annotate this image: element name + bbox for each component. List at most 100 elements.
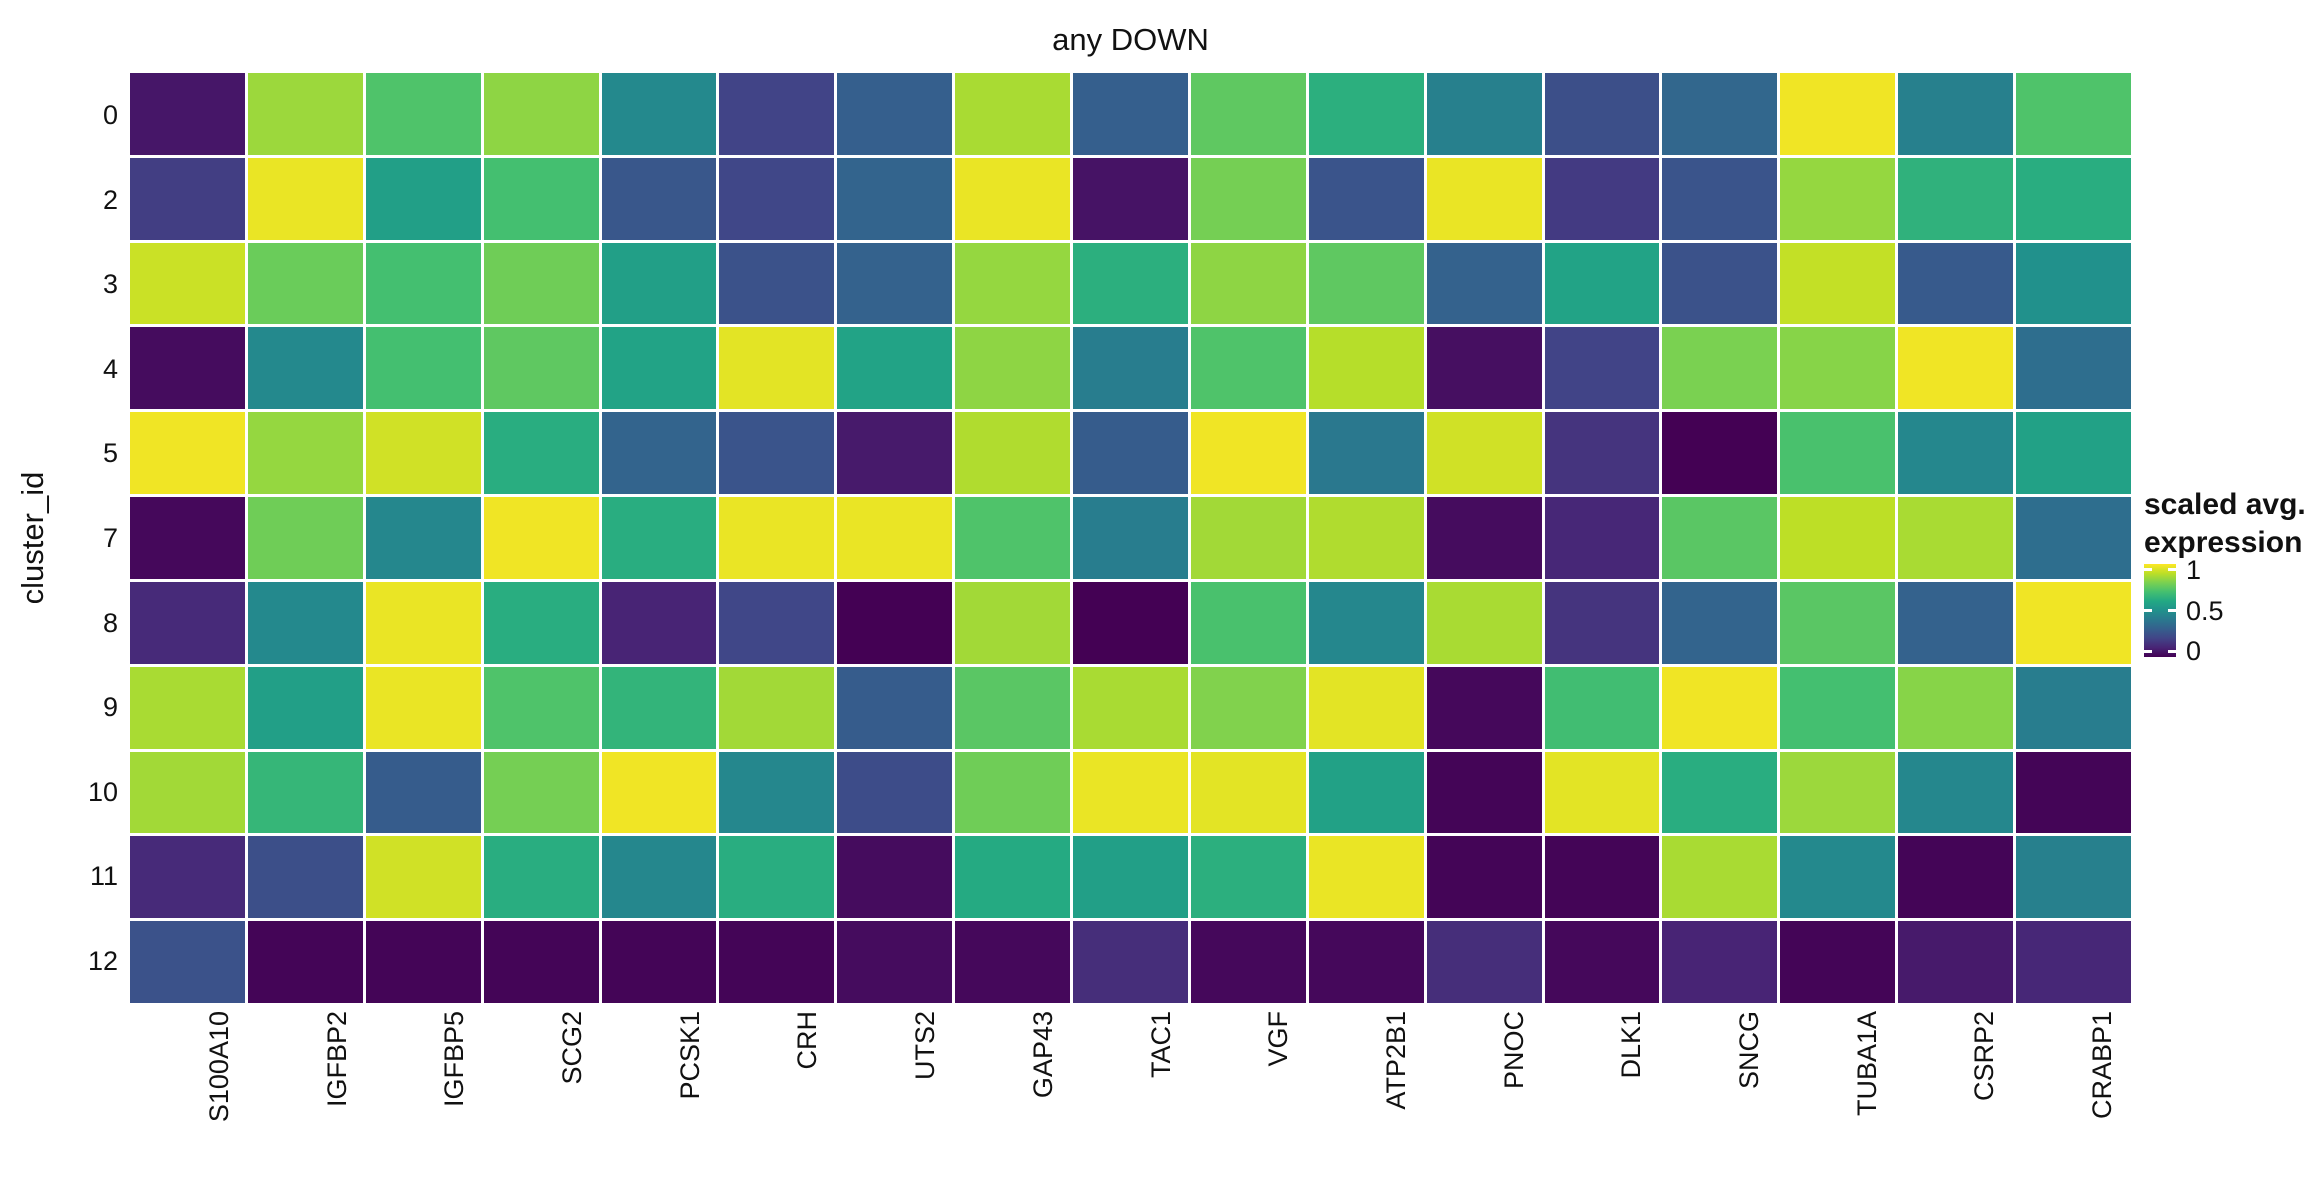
heatmap-cell-2-PNOC	[1426, 157, 1542, 240]
legend-tick-label-0.5: 0.5	[2186, 595, 2224, 626]
heatmap-cell-5-IGFBP2	[247, 412, 363, 495]
heatmap-cell-0-CSRP2	[1898, 73, 2014, 155]
y-tick-label-3: 3	[102, 269, 118, 300]
heatmap-cell-9-TAC1	[1073, 666, 1188, 749]
heatmap-cell-4-ATP2B1	[1308, 327, 1424, 410]
heatmap-cell-3-ATP2B1	[1308, 242, 1424, 325]
heatmap-cell-8-CSRP2	[1898, 581, 2014, 664]
heatmap-cell-4-S100A10	[130, 327, 245, 410]
heatmap-cell-11-ATP2B1	[1308, 836, 1424, 919]
heatmap-cell-7-UTS2	[837, 497, 953, 579]
heatmap-cell-10-PNOC	[1426, 751, 1542, 834]
x-tick-label-ATP2B1: ATP2B1	[1380, 1011, 1411, 1110]
heatmap-cell-7-S100A10	[130, 497, 245, 579]
heatmap-cell-9-IGFBP2	[247, 666, 363, 749]
heatmap-cell-3-CRH	[719, 242, 835, 325]
heatmap-cell-11-UTS2	[837, 836, 953, 919]
heatmap-cell-0-SCG2	[483, 73, 599, 155]
heatmap-cell-3-CRABP1	[2016, 242, 2131, 325]
heatmap-cell-2-TUBA1A	[1780, 157, 1896, 240]
heatmap-cell-10-IGFBP2	[247, 751, 363, 834]
heatmap-cell-0-IGFBP5	[365, 73, 481, 155]
x-tick-label-CSRP2: CSRP2	[1969, 1011, 2000, 1102]
heatmap-cell-7-GAP43	[955, 497, 1071, 579]
heatmap-cell-9-TUBA1A	[1780, 666, 1896, 749]
heatmap-cell-8-PNOC	[1426, 581, 1542, 664]
heatmap-cell-5-CRH	[719, 412, 835, 495]
heatmap-cell-4-IGFBP5	[365, 327, 481, 410]
heatmap-cell-5-IGFBP5	[365, 412, 481, 495]
heatmap-cell-3-PCSK1	[601, 242, 717, 325]
legend-tick-mark	[2144, 649, 2152, 653]
heatmap-cell-8-IGFBP5	[365, 581, 481, 664]
heatmap-cell-4-IGFBP2	[247, 327, 363, 410]
heatmap-cell-0-TUBA1A	[1780, 73, 1896, 155]
heatmap-cell-7-CSRP2	[1898, 497, 2014, 579]
heatmap-cell-5-CSRP2	[1898, 412, 2014, 495]
heatmap-cell-7-IGFBP2	[247, 497, 363, 579]
heatmap-cell-10-VGF	[1190, 751, 1306, 834]
heatmap-cell-10-S100A10	[130, 751, 245, 834]
heatmap-cell-2-VGF	[1190, 157, 1306, 240]
heatmap-cell-12-IGFBP5	[365, 921, 481, 1003]
heatmap-cell-5-CRABP1	[2016, 412, 2131, 495]
legend-tick-label-0: 0	[2186, 636, 2202, 667]
legend-tick-mark	[2168, 609, 2176, 612]
legend-tick-mark	[2168, 568, 2176, 572]
heatmap-cell-10-SCG2	[483, 751, 599, 834]
heatmap-cell-4-CSRP2	[1898, 327, 2014, 410]
heatmap-cell-4-DLK1	[1544, 327, 1660, 410]
heatmap-cell-9-SNCG	[1662, 666, 1778, 749]
heatmap-cell-2-TAC1	[1073, 157, 1188, 240]
heatmap-cell-11-DLK1	[1544, 836, 1660, 919]
heatmap-cell-12-CSRP2	[1898, 921, 2014, 1003]
legend-tick-label-1: 1	[2186, 554, 2202, 585]
heatmap-cell-5-GAP43	[955, 412, 1071, 495]
heatmap-cell-0-PCSK1	[601, 73, 717, 155]
heatmap-cell-12-UTS2	[837, 921, 953, 1003]
heatmap-cell-9-S100A10	[130, 666, 245, 749]
heatmap-cell-7-TAC1	[1073, 497, 1188, 579]
heatmap-cell-10-IGFBP5	[365, 751, 481, 834]
heatmap-cell-8-DLK1	[1544, 581, 1660, 664]
heatmap-cell-4-VGF	[1190, 327, 1306, 410]
heatmap-cell-5-DLK1	[1544, 412, 1660, 495]
heatmap-cell-9-PNOC	[1426, 666, 1542, 749]
y-tick-label-7: 7	[102, 523, 118, 553]
heatmap-cell-12-GAP43	[955, 921, 1071, 1003]
x-tick-label-CRH: CRH	[792, 1011, 823, 1070]
heatmap-cell-8-VGF	[1190, 581, 1306, 664]
heatmap-cell-10-TUBA1A	[1780, 751, 1896, 834]
heatmap-cell-4-PCSK1	[601, 327, 717, 410]
heatmap-cell-5-ATP2B1	[1308, 412, 1424, 495]
heatmap-cell-11-PCSK1	[601, 836, 717, 919]
heatmap-cell-11-IGFBP2	[247, 836, 363, 919]
heatmap-cell-0-TAC1	[1073, 73, 1188, 155]
heatmap-cell-0-DLK1	[1544, 73, 1660, 155]
heatmap-cell-9-VGF	[1190, 666, 1306, 749]
heatmap-cell-0-ATP2B1	[1308, 73, 1424, 155]
heatmap-cell-3-CSRP2	[1898, 242, 2014, 325]
x-tick-label-IGFBP2: IGFBP2	[321, 1011, 352, 1108]
heatmap-cell-2-SNCG	[1662, 157, 1778, 240]
heatmap-cell-3-TAC1	[1073, 242, 1188, 325]
heatmap-cell-7-CRABP1	[2016, 497, 2131, 579]
heatmap-cell-8-IGFBP2	[247, 581, 363, 664]
x-tick-label-PNOC: PNOC	[1498, 1011, 1529, 1090]
heatmap-cell-9-IGFBP5	[365, 666, 481, 749]
heatmap-cell-5-SNCG	[1662, 412, 1778, 495]
heatmap-cell-5-PNOC	[1426, 412, 1542, 495]
heatmap-cell-3-SNCG	[1662, 242, 1778, 325]
heatmap-cell-8-UTS2	[837, 581, 953, 664]
heatmap-cell-2-DLK1	[1544, 157, 1660, 240]
heatmap-cell-12-ATP2B1	[1308, 921, 1424, 1003]
x-tick-label-CRABP1: CRABP1	[2087, 1011, 2118, 1120]
heatmap-cell-3-TUBA1A	[1780, 242, 1896, 325]
x-tick-label-VGF: VGF	[1263, 1011, 1294, 1067]
x-tick-label-IGFBP5: IGFBP5	[439, 1011, 470, 1108]
heatmap-cell-0-GAP43	[955, 73, 1071, 155]
heatmap-cell-12-DLK1	[1544, 921, 1660, 1003]
x-tick-label-GAP43: GAP43	[1027, 1011, 1058, 1099]
heatmap-cell-2-CRABP1	[2016, 157, 2131, 240]
heatmap-cell-0-IGFBP2	[247, 73, 363, 155]
